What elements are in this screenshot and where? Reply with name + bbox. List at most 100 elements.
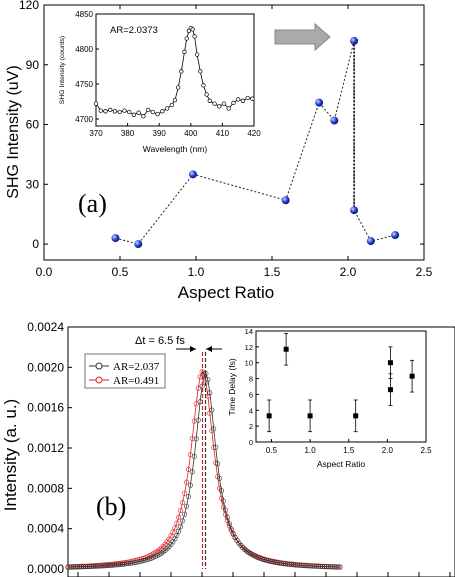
panel-b-curve-marker xyxy=(110,562,116,568)
panel-a-inset-marker xyxy=(103,109,108,114)
panel-b-curve-marker xyxy=(226,521,232,527)
panel-b-curve-marker xyxy=(186,494,192,500)
panel-b-curve-marker xyxy=(283,561,289,567)
panel-a-inset-marker xyxy=(117,109,122,115)
panel-b-curve-marker xyxy=(125,561,131,567)
panel-b-curve-marker xyxy=(184,479,190,485)
panel-a-data-point xyxy=(281,196,290,205)
panel-a-x-tick-label: 0.0 xyxy=(36,265,53,279)
panel-b-curve-marker xyxy=(321,564,327,570)
panel-a-data-point xyxy=(391,231,400,240)
panel-b-curve xyxy=(67,372,341,568)
panel-b-curve-marker xyxy=(195,417,201,423)
panel-a-inset-marker xyxy=(160,109,165,114)
panel-a-inset-marker xyxy=(201,83,206,88)
panel-a-data-point xyxy=(330,116,339,125)
panel-a-inset-x-axis-label: Wavelength (nm) xyxy=(143,144,208,154)
panel-b-curve-marker xyxy=(65,564,71,570)
panel-b-inset-y-tick-label: 2 xyxy=(249,422,253,431)
panel-a-y-tick-label: 90 xyxy=(26,58,40,72)
panel-a-y-tick-label: 30 xyxy=(26,177,40,191)
panel-b-inset-y-tick-label: 12 xyxy=(245,343,253,352)
panel-b-curve-marker xyxy=(319,564,325,570)
panel-b-curve-marker xyxy=(79,564,85,570)
panel-b-inset-x-tick-label: 2.0 xyxy=(382,446,394,455)
panel-b-inset-y-axis-label: Time Delay (fs) xyxy=(227,358,237,415)
panel-b-inset-points xyxy=(266,332,415,433)
panel-a-inset-marker xyxy=(194,52,200,57)
panel-b-curve-marker xyxy=(224,514,230,520)
panel-a-inset-marker xyxy=(131,112,137,117)
panel-a-x-axis-label: Aspect Ratio xyxy=(178,283,274,302)
panel-b-curve-marker xyxy=(86,564,92,570)
panel-b-curve-marker xyxy=(300,563,306,569)
panel-a-data-point xyxy=(350,36,359,45)
panel-b-curve-marker xyxy=(182,490,188,496)
panel-b-curve-marker xyxy=(195,385,201,391)
panel-a-x-tick-label: 0.5 xyxy=(112,265,129,279)
panel-b-curve-marker xyxy=(312,563,318,569)
panel-a-inset-marker xyxy=(122,108,127,113)
panel-b-curve-marker xyxy=(178,524,184,530)
panel-b-curve-marker xyxy=(133,559,139,565)
panel-b-inset: 0 2 4 6 8 10 12 14 0.5 1.0 1.5 2.0 2.5 Aspect Ratio… xyxy=(227,327,432,469)
panel-b-curve-marker xyxy=(81,564,87,570)
panel-b-curve-marker xyxy=(271,559,277,565)
panel-b-curve-marker xyxy=(220,498,226,504)
panel-b-legend-label-1: AR=2.037 xyxy=(113,361,160,373)
panel-b-curve-marker xyxy=(123,561,129,567)
panel-a-inset-marker xyxy=(192,34,197,39)
panel-b-curve-marker xyxy=(176,528,182,534)
panel-b-curve-marker xyxy=(277,560,283,566)
panel-b-y-tick-label: 0.0008 xyxy=(27,481,64,495)
panel-b-curve-marker xyxy=(94,563,100,569)
panel-b-curve-marker xyxy=(84,564,90,570)
panel-b-inset-y-tick-label: 8 xyxy=(249,375,253,384)
panel-b-inset-x-ticks: 0.5 1.0 1.5 2.0 2.5 xyxy=(266,439,432,455)
panel-a-inset-y-ticks: 4700 4750 4800 4850 xyxy=(75,10,99,124)
panel-b-curve-marker xyxy=(222,507,228,513)
panel-b-inset-x-tick-label: 1.0 xyxy=(305,446,317,455)
panel-a-data-point xyxy=(188,170,197,179)
panel-a-y-tick-label: 60 xyxy=(26,118,40,132)
panel-a-inset-marker xyxy=(93,101,99,106)
panel-a-inset-marker xyxy=(98,108,103,113)
panel-a-inset-marker xyxy=(240,98,246,103)
panel-b-curve-marker xyxy=(308,563,314,569)
panel-b-y-tick-label: 0.0004 xyxy=(27,522,64,536)
panel-b-curve-marker xyxy=(114,562,120,568)
panel-b-curve-marker xyxy=(187,482,193,488)
panel-b-y-tick-label: 0.0012 xyxy=(27,441,64,455)
panel-b-curve-marker xyxy=(318,563,324,569)
panel-b-curve-marker xyxy=(189,469,195,475)
panel-b-plot-area xyxy=(67,326,455,577)
panel-b-label: (b) xyxy=(96,492,126,521)
panel-b-curve-marker xyxy=(323,564,329,570)
panel-b-inset-x-tick-label: 1.5 xyxy=(343,446,355,455)
panel-b-curve-marker xyxy=(83,564,89,570)
panel-b-inset-y-tick-label: 6 xyxy=(249,390,253,399)
panel-a-data-point xyxy=(111,234,120,243)
panel-b-curve-marker xyxy=(108,562,114,568)
panel-b-curve-marker xyxy=(333,564,339,570)
panel-b-y-tick-label: 0.0024 xyxy=(27,320,64,334)
panel-a-inset-x-tick-label: 370 xyxy=(89,129,103,138)
panel-a-inset-marker xyxy=(172,97,178,103)
panel-b-curve-marker xyxy=(265,558,271,564)
panel-b-curve-marker xyxy=(75,564,81,570)
panel-b-x-ticks xyxy=(77,572,451,577)
panel-a-data-point xyxy=(350,206,359,215)
panel-b-inset-y-tick-label: 10 xyxy=(245,359,253,368)
panel-a-inset-marker xyxy=(182,49,187,54)
panel-b-curve-marker xyxy=(112,562,118,568)
panel-b-curve-marker xyxy=(193,401,199,407)
panel-b-y-tick-label: 0.0016 xyxy=(27,401,64,415)
panel-b-curve-marker xyxy=(215,461,221,467)
panel-a-inset-marker xyxy=(226,106,231,111)
panel-b-inset-x-axis-label: Aspect Ratio xyxy=(317,459,365,469)
panel-a-inset-y-tick-label: 4700 xyxy=(75,115,93,124)
panel-a-plot-area xyxy=(43,4,425,261)
panel-b-curve-marker xyxy=(327,564,333,570)
panel-b-curve-marker xyxy=(98,563,104,569)
panel-a-inset-marker xyxy=(155,111,160,117)
